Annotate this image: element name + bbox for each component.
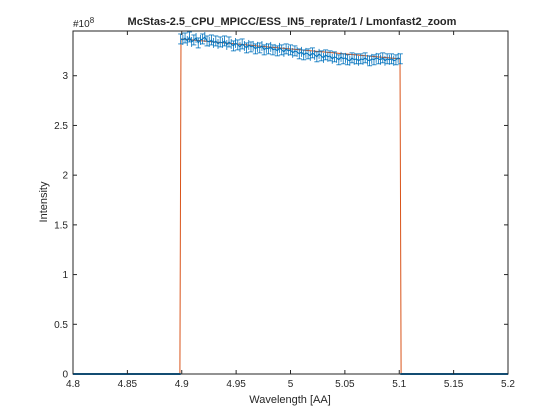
y-exponent-label: #108 xyxy=(73,16,95,30)
y-tick-label: 2 xyxy=(62,171,68,182)
x-axis: 4.8 4.85 4.9 4.95 5 5.05 5.1 5.15 5.2 xyxy=(66,31,515,390)
x-tick-label: 4.95 xyxy=(226,379,246,390)
chart-title: McStas-2.5_CPU_MPICC/ESS_IN5_reprate/1 /… xyxy=(128,16,457,28)
x-axis-label: Wavelength [AA] xyxy=(249,394,331,406)
y-tick-label: 3 xyxy=(62,71,68,82)
x-tick-label: 4.8 xyxy=(66,379,80,390)
y-tick-label: 0.5 xyxy=(54,320,68,331)
y-exponent-base: #10 xyxy=(73,19,90,30)
series-line xyxy=(180,35,401,62)
y-tick-label: 1 xyxy=(62,270,68,281)
plot-area xyxy=(73,31,508,375)
x-tick-label: 5.05 xyxy=(335,379,355,390)
x-tick-label: 5.1 xyxy=(392,379,406,390)
y-tick-label: 0 xyxy=(62,370,68,381)
envelope-line xyxy=(179,38,402,375)
y-axis: 0 0.5 1 1.5 2 2.5 3 xyxy=(54,71,508,381)
y-tick-label: 2.5 xyxy=(54,121,68,132)
x-tick-label: 5 xyxy=(288,379,294,390)
y-exponent-power: 8 xyxy=(90,16,95,25)
y-tick-label: 1.5 xyxy=(54,220,68,231)
x-tick-label: 4.9 xyxy=(175,379,189,390)
y-axis-label: Intensity xyxy=(38,181,50,222)
x-tick-label: 5.15 xyxy=(444,379,464,390)
x-tick-label: 4.85 xyxy=(118,379,138,390)
axes-box xyxy=(72,30,509,375)
x-tick-label: 5.2 xyxy=(501,379,515,390)
